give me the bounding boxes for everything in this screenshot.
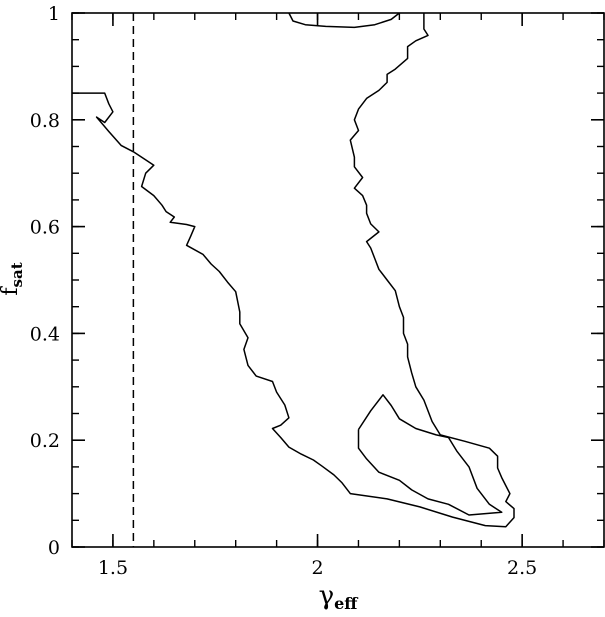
y-tick-label: 1: [48, 3, 60, 25]
y-axis-title: fsat: [0, 262, 26, 295]
y-tick-label: 0.6: [30, 217, 60, 239]
y-tick-labels: 0 0.2 0.4 0.6 0.8 1: [30, 3, 60, 559]
y-tick-label: 0.4: [30, 323, 60, 345]
major-ticks: [72, 12, 604, 548]
x-axis-title: γeff: [319, 581, 359, 613]
contour-line-3: [357, 394, 503, 516]
x-axis-title-main: γ: [319, 581, 335, 611]
y-axis-title-main: f: [0, 286, 23, 296]
contour-line-1: [72, 13, 515, 528]
y-tick-label: 0.2: [30, 430, 60, 452]
contour-line-2: [288, 12, 400, 29]
x-tick-labels: 1.5 2 2.5: [98, 557, 537, 579]
y-tick-label: 0: [48, 537, 60, 559]
plot-frame: [71, 12, 605, 548]
x-tick-label: 2: [311, 557, 323, 579]
series-group: [72, 12, 515, 528]
y-axis-title-sub: sat: [8, 262, 26, 287]
y-tick-label: 0.8: [30, 110, 60, 132]
x-tick-label: 2.5: [507, 557, 537, 579]
minor-ticks: [71, 12, 605, 548]
x-axis-title-sub: eff: [334, 594, 358, 613]
x-tick-label: 1.5: [98, 557, 128, 579]
